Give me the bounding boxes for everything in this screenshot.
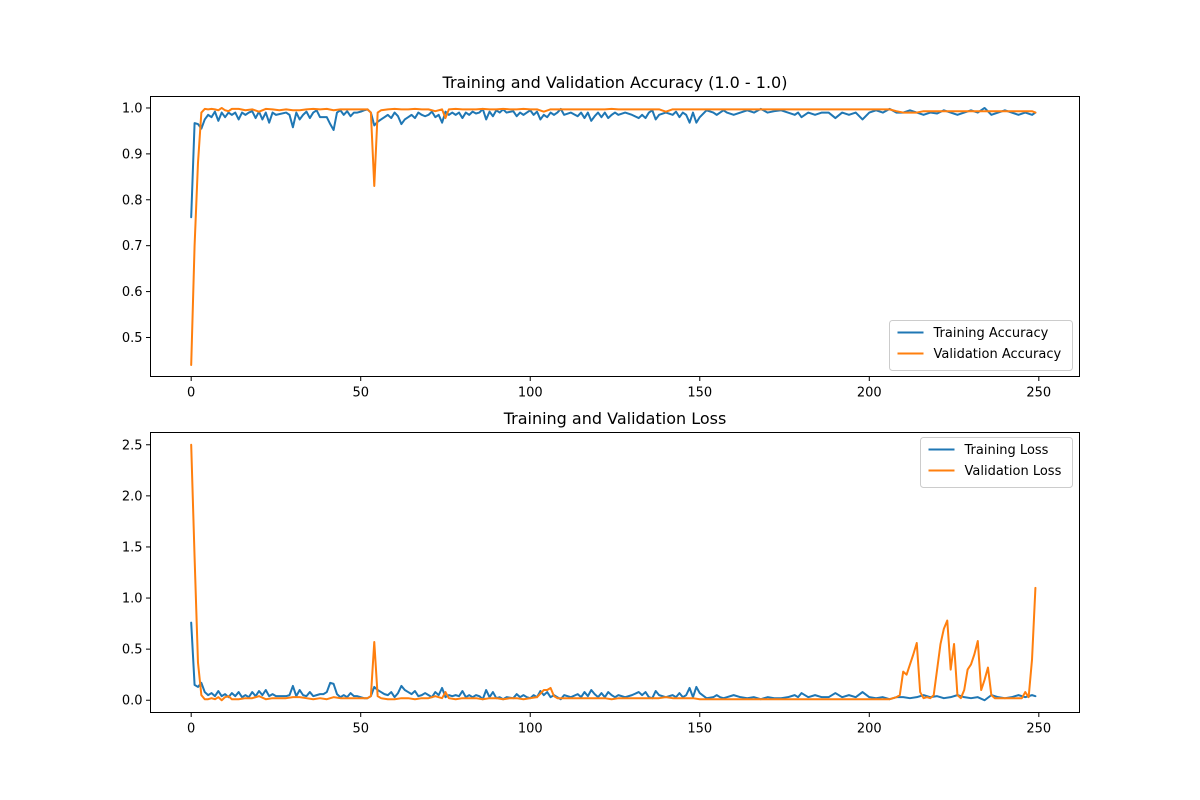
accuracy-chart-legend-frame	[889, 320, 1073, 371]
accuracy-chart-ticks: 0 50 100 150 200 250 0.5 0.6 0.7 0.8 0.9 1.0	[122, 101, 1051, 400]
accuracy-chart-y-tick-label-1: 0.6	[122, 285, 143, 300]
accuracy-chart-x-tick-label-5: 250	[1026, 386, 1051, 401]
loss-chart: Training and Validation Loss 0 50 100 150 20…	[122, 409, 1080, 737]
accuracy-chart-marks	[190, 106, 1037, 367]
accuracy-chart-x-tick-label-1: 50	[352, 386, 369, 401]
loss-chart-y-tick-label-1: 0.5	[122, 643, 143, 658]
loss-chart-plot-frame	[150, 432, 1080, 713]
loss-chart-y-tick-label-3: 1.5	[122, 540, 143, 555]
accuracy-chart-x-tick-label-3: 150	[687, 386, 712, 401]
accuracy-chart-series-line-0	[190, 106, 1037, 219]
accuracy-chart-y-tick-label-5: 1.0	[122, 101, 143, 116]
accuracy-chart-series-line-1	[190, 106, 1037, 367]
loss-chart-legend-label-1: Validation Loss	[965, 464, 1062, 479]
loss-chart-legend: Training Loss Validation Loss	[920, 437, 1073, 488]
accuracy-chart-x-tick-label-4: 200	[857, 386, 882, 401]
loss-chart-x-tick-label-5: 250	[1026, 722, 1051, 737]
loss-chart-y-tick-label-5: 2.5	[122, 438, 143, 453]
accuracy-chart: Training and Validation Accuracy (1.0 - …	[122, 73, 1080, 401]
loss-chart-title: Training and Validation Loss	[503, 409, 727, 428]
loss-chart-y-tick-label-2: 1.0	[122, 592, 143, 607]
loss-chart-series-line-1	[190, 443, 1037, 702]
accuracy-chart-plot-frame	[150, 96, 1080, 377]
accuracy-chart-y-tick-label-4: 0.9	[122, 147, 143, 162]
accuracy-chart-x-tick-label-2: 100	[518, 386, 543, 401]
loss-chart-y-tick-label-0: 0.0	[122, 694, 143, 709]
accuracy-chart-title: Training and Validation Accuracy (1.0 - …	[442, 73, 788, 92]
loss-chart-x-tick-label-0: 0	[187, 722, 195, 737]
loss-chart-x-tick-label-1: 50	[352, 722, 369, 737]
accuracy-chart-legend-label-1: Validation Accuracy	[934, 347, 1062, 362]
accuracy-chart-y-tick-label-2: 0.7	[122, 239, 143, 254]
loss-chart-x-tick-label-3: 150	[687, 722, 712, 737]
loss-chart-x-tick-label-2: 100	[518, 722, 543, 737]
accuracy-chart-y-tick-label-3: 0.8	[122, 193, 143, 208]
loss-chart-y-tick-label-4: 2.0	[122, 489, 143, 504]
loss-chart-ticks: 0 50 100 150 200 250 0.0 0.5 1.0 1.5 2.0 2.5	[122, 438, 1051, 736]
loss-chart-legend-label-0: Training Loss	[964, 443, 1049, 458]
accuracy-chart-y-tick-label-0: 0.5	[122, 331, 143, 346]
accuracy-chart-legend: Training Accuracy Validation Accuracy	[889, 320, 1073, 371]
loss-chart-marks	[190, 443, 1037, 702]
loss-chart-legend-frame	[920, 437, 1073, 488]
loss-chart-x-tick-label-4: 200	[857, 722, 882, 737]
accuracy-chart-legend-label-0: Training Accuracy	[933, 326, 1049, 341]
accuracy-chart-x-tick-label-0: 0	[187, 386, 195, 401]
